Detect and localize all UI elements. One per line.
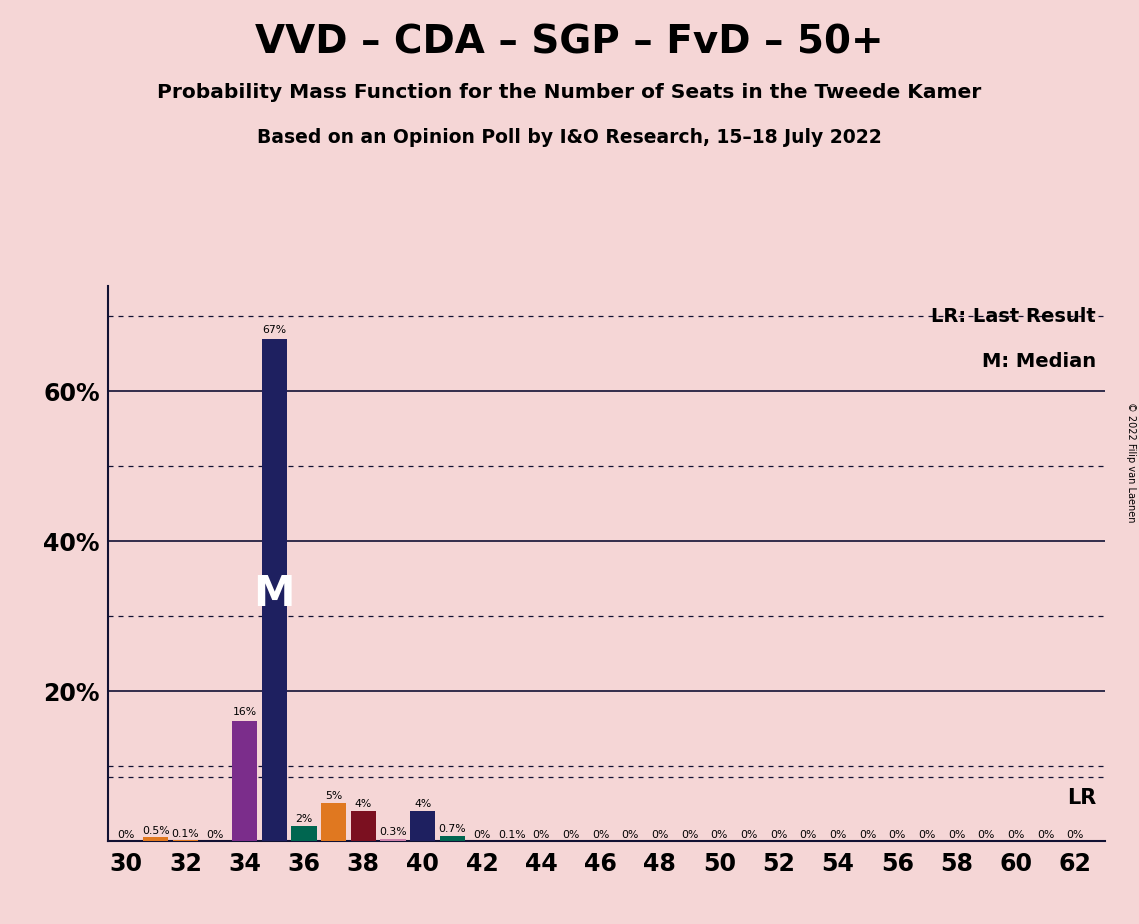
Text: 0.1%: 0.1% [172, 829, 199, 839]
Text: 0%: 0% [829, 830, 846, 840]
Text: 0.3%: 0.3% [379, 828, 407, 837]
Text: M: M [254, 573, 295, 614]
Text: 0%: 0% [740, 830, 757, 840]
Text: M: Median: M: Median [982, 352, 1096, 371]
Bar [410, 811, 435, 841]
Text: Based on an Opinion Poll by I&O Research, 15–18 July 2022: Based on an Opinion Poll by I&O Research… [257, 128, 882, 147]
Text: 0%: 0% [888, 830, 906, 840]
Text: 0%: 0% [622, 830, 639, 840]
Text: 0%: 0% [1007, 830, 1025, 840]
Text: 16%: 16% [232, 707, 256, 717]
Text: 0.7%: 0.7% [439, 824, 466, 834]
Text: 0%: 0% [711, 830, 728, 840]
Bar [144, 837, 169, 841]
Text: 0%: 0% [948, 830, 965, 840]
Text: 0%: 0% [800, 830, 817, 840]
Bar [380, 839, 405, 841]
Text: 2%: 2% [295, 814, 312, 823]
Text: 0%: 0% [770, 830, 787, 840]
Text: 4%: 4% [354, 798, 372, 808]
Bar [232, 721, 257, 841]
Text: 67%: 67% [262, 325, 286, 335]
Bar [440, 835, 465, 841]
Text: 0%: 0% [977, 830, 994, 840]
Text: LR: LR [1067, 788, 1096, 808]
Text: 0%: 0% [859, 830, 876, 840]
Bar [351, 811, 376, 841]
Text: 0%: 0% [206, 830, 223, 840]
Text: 0%: 0% [592, 830, 609, 840]
Text: Probability Mass Function for the Number of Seats in the Tweede Kamer: Probability Mass Function for the Number… [157, 83, 982, 103]
Text: 0%: 0% [652, 830, 669, 840]
Text: 0%: 0% [1036, 830, 1055, 840]
Text: 5%: 5% [325, 791, 342, 801]
Bar [292, 826, 317, 841]
Text: 0%: 0% [918, 830, 935, 840]
Text: 0.1%: 0.1% [498, 830, 525, 840]
Bar [262, 339, 287, 841]
Text: LR: Last Result: LR: Last Result [932, 307, 1096, 326]
Text: 4%: 4% [413, 798, 432, 808]
Text: 0%: 0% [533, 830, 550, 840]
Text: 0%: 0% [681, 830, 698, 840]
Bar [321, 803, 346, 841]
Text: 0%: 0% [1066, 830, 1084, 840]
Text: 0%: 0% [563, 830, 580, 840]
Text: © 2022 Filip van Laenen: © 2022 Filip van Laenen [1126, 402, 1136, 522]
Text: 0%: 0% [473, 830, 491, 840]
Text: 0.5%: 0.5% [142, 826, 170, 836]
Text: VVD – CDA – SGP – FvD – 50+: VVD – CDA – SGP – FvD – 50+ [255, 23, 884, 61]
Text: 0%: 0% [117, 830, 134, 840]
